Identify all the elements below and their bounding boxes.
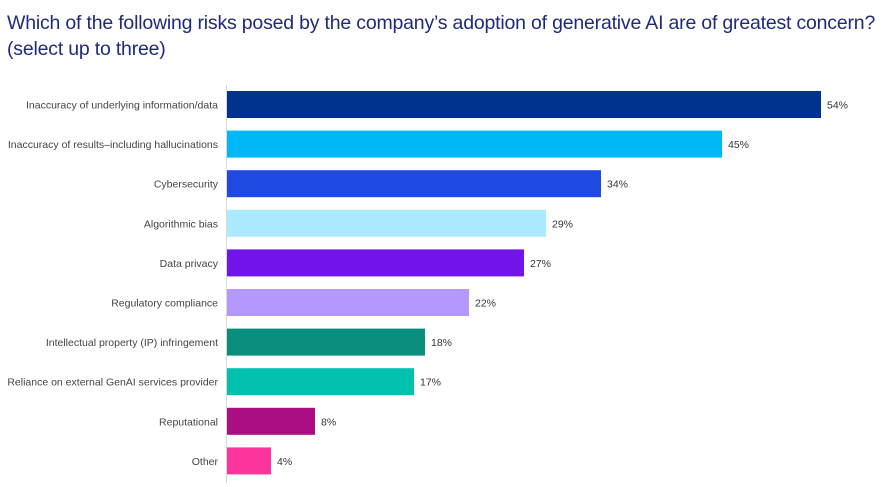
bar-regulatory-compliance bbox=[227, 289, 469, 316]
category-label-other: Other bbox=[192, 456, 219, 468]
bar-reliance-on-external-genai-services-provider bbox=[227, 368, 414, 396]
bar-intellectual-property-ip-infringement bbox=[227, 328, 425, 356]
category-label-inaccuracy-of-results-including-hallucinations: Inaccuracy of results–including hallucin… bbox=[8, 139, 218, 151]
category-label-algorithmic-bias: Algorithmic bias bbox=[144, 218, 218, 230]
category-label-inaccuracy-of-underlying-information-data: Inaccuracy of underlying information/dat… bbox=[26, 100, 218, 112]
bar-inaccuracy-of-underlying-information-data bbox=[227, 91, 821, 118]
bar-cybersecurity bbox=[227, 170, 601, 198]
value-label-cybersecurity: 34% bbox=[607, 179, 628, 191]
category-label-reputational: Reputational bbox=[159, 416, 218, 428]
value-label-intellectual-property-ip-infringement: 18% bbox=[431, 337, 452, 349]
category-label-regulatory-compliance: Regulatory compliance bbox=[111, 298, 218, 310]
category-label-data-privacy: Data privacy bbox=[160, 258, 219, 270]
category-label-cybersecurity: Cybersecurity bbox=[154, 179, 219, 191]
value-label-regulatory-compliance: 22% bbox=[475, 298, 496, 310]
value-label-inaccuracy-of-underlying-information-data: 54% bbox=[827, 100, 848, 112]
category-label-reliance-on-external-genai-services-provider: Reliance on external GenAI services prov… bbox=[7, 377, 218, 389]
bar-inaccuracy-of-results-including-hallucinations bbox=[227, 130, 722, 158]
bars-group: Inaccuracy of underlying information/dat… bbox=[7, 91, 848, 475]
value-label-other: 4% bbox=[277, 456, 292, 468]
bar-reputational bbox=[227, 407, 315, 435]
bar-other bbox=[227, 447, 271, 475]
value-label-reputational: 8% bbox=[321, 416, 336, 428]
bar-algorithmic-bias bbox=[227, 209, 546, 237]
chart-title: Which of the following risks posed by th… bbox=[7, 12, 876, 60]
bar-data-privacy bbox=[227, 249, 524, 277]
category-label-intellectual-property-ip-infringement: Intellectual property (IP) infringement bbox=[46, 337, 218, 349]
value-label-algorithmic-bias: 29% bbox=[552, 218, 573, 230]
value-label-inaccuracy-of-results-including-hallucinations: 45% bbox=[728, 139, 749, 151]
value-label-data-privacy: 27% bbox=[530, 258, 551, 270]
value-label-reliance-on-external-genai-services-provider: 17% bbox=[420, 377, 441, 389]
